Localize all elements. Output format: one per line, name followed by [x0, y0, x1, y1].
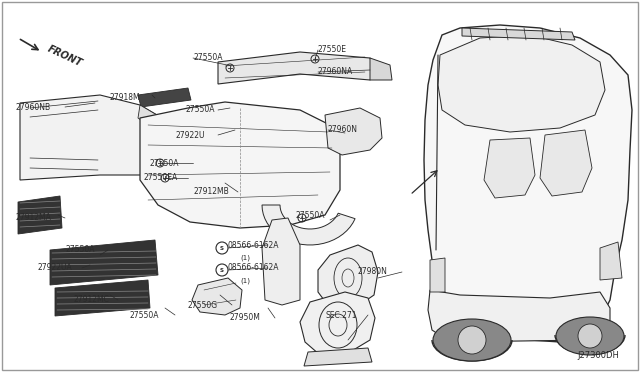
Polygon shape	[438, 35, 605, 132]
Text: 27950M: 27950M	[230, 314, 261, 323]
Text: 27550A: 27550A	[150, 158, 179, 167]
Polygon shape	[138, 88, 191, 107]
Text: 08566-6162A: 08566-6162A	[228, 241, 280, 250]
Polygon shape	[18, 196, 62, 234]
Text: 27922U: 27922U	[175, 131, 205, 140]
Polygon shape	[540, 130, 592, 196]
Polygon shape	[484, 138, 535, 198]
Polygon shape	[262, 205, 355, 245]
Text: 27550G: 27550G	[188, 301, 218, 310]
Polygon shape	[428, 290, 610, 342]
Text: 27912MB: 27912MB	[194, 187, 230, 196]
Polygon shape	[600, 242, 622, 280]
Text: 27912MC: 27912MC	[73, 295, 109, 305]
Polygon shape	[430, 258, 445, 292]
Text: 27550A: 27550A	[130, 311, 159, 320]
Text: 27918M: 27918M	[110, 93, 141, 103]
Text: 27960N: 27960N	[328, 125, 358, 135]
Polygon shape	[462, 28, 575, 40]
Polygon shape	[202, 171, 313, 195]
Polygon shape	[370, 58, 392, 80]
Polygon shape	[318, 245, 378, 308]
Text: S: S	[220, 246, 224, 250]
Text: 27922UA: 27922UA	[38, 263, 73, 273]
Polygon shape	[304, 348, 372, 366]
Polygon shape	[138, 105, 162, 130]
Polygon shape	[262, 218, 300, 305]
Text: (1): (1)	[240, 278, 250, 284]
Text: 08566-6162A: 08566-6162A	[228, 263, 280, 273]
Text: (1): (1)	[240, 255, 250, 261]
Text: S: S	[220, 267, 224, 273]
Ellipse shape	[433, 319, 511, 361]
Polygon shape	[192, 278, 242, 315]
Text: 27960NA: 27960NA	[318, 67, 353, 77]
Polygon shape	[325, 108, 382, 155]
Text: 27550A: 27550A	[295, 211, 324, 219]
Text: 27550E: 27550E	[318, 45, 347, 55]
Text: SEC.271: SEC.271	[325, 311, 356, 320]
Polygon shape	[424, 25, 632, 342]
Text: J27300DH: J27300DH	[577, 352, 619, 360]
Text: 27550EA: 27550EA	[143, 173, 177, 183]
Text: 27980N: 27980N	[358, 267, 388, 276]
Polygon shape	[20, 95, 162, 180]
Polygon shape	[300, 292, 375, 355]
Polygon shape	[50, 240, 158, 285]
Ellipse shape	[556, 317, 624, 355]
Text: 27550A: 27550A	[185, 106, 214, 115]
Polygon shape	[140, 102, 340, 228]
Polygon shape	[55, 280, 150, 316]
Text: 27550A: 27550A	[65, 246, 95, 254]
Text: 27550A: 27550A	[193, 54, 223, 62]
Circle shape	[578, 324, 602, 348]
Polygon shape	[218, 52, 375, 84]
Circle shape	[458, 326, 486, 354]
Polygon shape	[185, 118, 288, 142]
Text: FRONT: FRONT	[46, 44, 84, 68]
Text: 27960NB: 27960NB	[15, 103, 50, 112]
Text: 27912MA: 27912MA	[15, 214, 51, 222]
